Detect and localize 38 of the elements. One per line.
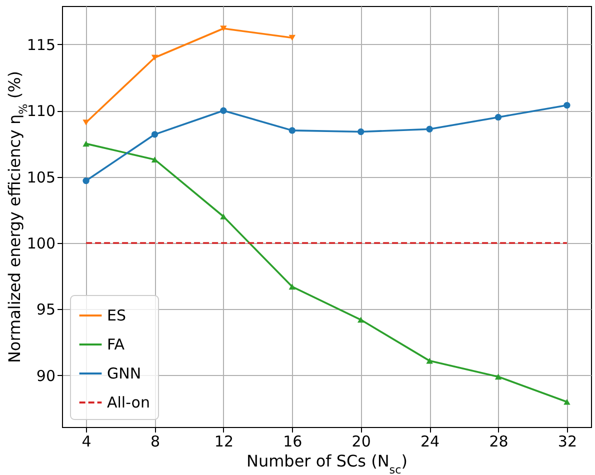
point [151,131,158,138]
legend-label: GNN [107,364,142,382]
legend-label: All-on [107,394,150,412]
point [288,34,296,41]
point [426,358,433,364]
x-axis-title: Number of SCs (N$_{sc}$) [246,452,408,475]
legend-label: FA [107,336,126,354]
point [288,127,296,134]
x-tick-label: 20 [352,432,371,450]
point [494,374,502,380]
point [357,316,364,323]
x-tick-label: 4 [82,432,92,450]
point [82,140,90,147]
point [426,126,433,132]
y-tick-label: 95 [36,300,56,319]
point [220,26,227,32]
point [357,128,364,136]
y-tick-label: 115 [26,36,56,54]
y-tick-label: 105 [26,168,56,186]
point [494,114,502,121]
legend-label: ES [107,306,126,324]
x-tick-label: 28 [489,432,508,450]
y-tick-label: 100 [26,234,56,252]
point [220,107,227,114]
y-tick-label: 110 [26,102,56,120]
x-tick-label: 12 [214,432,234,450]
point [564,398,570,405]
point [220,214,227,220]
x-tick-label: 16 [283,432,302,450]
point [564,102,570,109]
x-tick-label: 24 [420,432,440,450]
x-tick-label: 32 [558,432,577,450]
point [151,54,158,61]
x-tick-label: 8 [150,432,160,450]
point [288,284,296,290]
y-tick-label: 90 [36,366,56,385]
point [82,177,90,184]
point [82,120,90,126]
